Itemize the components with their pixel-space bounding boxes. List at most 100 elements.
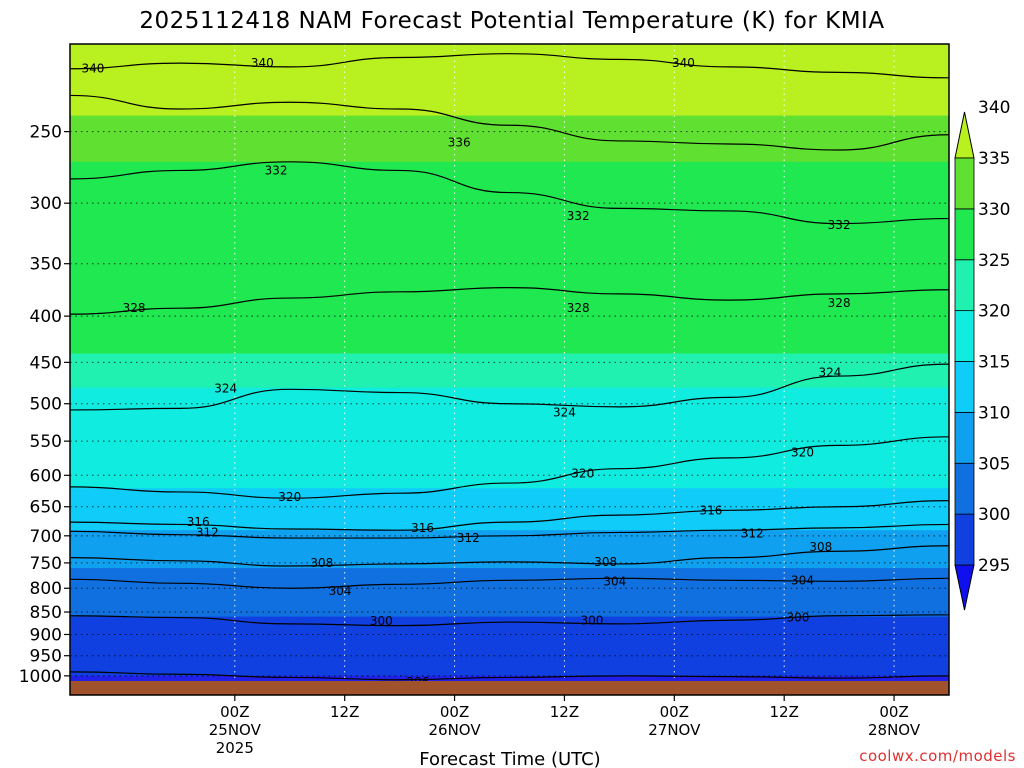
isentrope-lines xyxy=(70,53,949,681)
svg-text:308: 308 xyxy=(310,556,333,570)
chart-title: 2025112418 NAM Forecast Potential Temper… xyxy=(139,8,884,34)
contour-label-25: 304 xyxy=(329,584,352,598)
contour-label-27: 304 xyxy=(791,573,814,587)
contour-labels: 340 340 340 336 332 332 332 328 328 328 324 324 324 3… xyxy=(81,56,850,689)
svg-text:316: 316 xyxy=(187,515,210,529)
contour-label-15: 320 xyxy=(791,445,814,459)
svg-text:332: 332 xyxy=(828,218,851,232)
contour-label-12: 324 xyxy=(819,366,842,380)
x-tick-date-78: 28NOV xyxy=(868,721,921,739)
colorbar-label-305: 305 xyxy=(978,454,1010,474)
contour-label-6: 332 xyxy=(828,218,851,232)
contour-label-21: 312 xyxy=(741,527,764,541)
contour-label-5: 332 xyxy=(567,209,590,223)
svg-text:304: 304 xyxy=(791,573,814,587)
y-tick-label-800: 800 xyxy=(30,579,62,599)
contour-label-1: 340 xyxy=(251,56,274,70)
plot-area: 340 340 340 336 332 332 332 328 328 328 324 324 324 3… xyxy=(70,44,949,695)
y-tick-label-850: 850 xyxy=(30,603,62,623)
contour-label-13: 320 xyxy=(278,490,301,504)
svg-text:324: 324 xyxy=(819,366,842,380)
svg-text:324: 324 xyxy=(214,382,237,396)
fill-band-2 xyxy=(70,161,949,355)
contour-label-10: 324 xyxy=(214,382,237,396)
credit-link[interactable]: coolwx.com/models xyxy=(859,747,1016,765)
ground-surface xyxy=(70,681,949,695)
svg-text:328: 328 xyxy=(123,301,146,315)
contour-label-7: 328 xyxy=(123,301,146,315)
svg-text:324: 324 xyxy=(553,405,576,419)
fill-band-0 xyxy=(70,44,949,117)
fill-band-5 xyxy=(70,488,949,532)
x-tick-label-18: 12Z xyxy=(330,703,359,721)
y-tick-label-250: 250 xyxy=(30,123,62,143)
y-tick-label-600: 600 xyxy=(30,466,62,486)
contour-label-3: 336 xyxy=(448,135,471,149)
contour-label-14: 320 xyxy=(571,466,594,480)
colorbar-label-335: 335 xyxy=(978,149,1010,169)
fill-band-8 xyxy=(70,616,949,677)
colorbar-swatch-310 xyxy=(954,411,975,464)
x-tick-label-66: 12Z xyxy=(770,703,799,721)
colorbar-label-300: 300 xyxy=(978,505,1010,525)
svg-text:340: 340 xyxy=(251,56,274,70)
isentrope-340 xyxy=(70,53,949,79)
isentrope-316 xyxy=(70,500,949,531)
isentrope-296 xyxy=(70,671,949,681)
colorbar-swatch-305 xyxy=(954,462,975,515)
colorbar-label-325: 325 xyxy=(978,251,1010,271)
colorbar-cap-bottom xyxy=(954,564,975,611)
colorbar-label-330: 330 xyxy=(978,200,1010,220)
x-tick-date-6: 25NOV xyxy=(209,721,262,739)
isentrope-324 xyxy=(70,363,949,411)
colorbar-swatch-320 xyxy=(954,310,975,362)
y-tick-label-650: 650 xyxy=(30,498,62,518)
fill-band-1 xyxy=(70,115,949,163)
contour-label-30: 300 xyxy=(786,611,809,625)
svg-text:320: 320 xyxy=(278,490,301,504)
svg-text:312: 312 xyxy=(457,531,480,545)
x-tick-label-6: 00Z xyxy=(220,703,249,721)
y-tick-label-900: 900 xyxy=(30,625,62,645)
svg-text:320: 320 xyxy=(791,445,814,459)
contour-label-4: 332 xyxy=(265,163,288,177)
fill-band-9 xyxy=(70,675,949,685)
y-tick-label-950: 950 xyxy=(30,647,62,667)
isentrope-308 xyxy=(70,545,949,567)
x-tick-date-54: 27NOV xyxy=(648,721,701,739)
svg-text:316: 316 xyxy=(699,503,722,517)
contour-label-9: 328 xyxy=(828,296,851,310)
colorbar-swatch-335 xyxy=(954,157,975,210)
y-tick-label-400: 400 xyxy=(30,307,62,327)
contour-label-19: 312 xyxy=(196,525,219,539)
y-tick-label-1000: 1000 xyxy=(19,667,62,687)
contour-label-23: 308 xyxy=(594,555,617,569)
svg-text:300: 300 xyxy=(786,611,809,625)
svg-text:332: 332 xyxy=(567,209,590,223)
x-tick-date-30: 26NOV xyxy=(429,721,482,739)
x-tick-label-30: 00Z xyxy=(440,703,469,721)
fill-band-7 xyxy=(70,568,949,618)
colorbar-label-340: 340 xyxy=(978,98,1010,118)
svg-text:332: 332 xyxy=(265,163,288,177)
svg-text:328: 328 xyxy=(567,301,590,315)
contour-label-0: 340 xyxy=(81,62,104,76)
y-tick-label-550: 550 xyxy=(30,432,62,452)
contour-label-2: 340 xyxy=(672,56,695,70)
colorbar-label-315: 315 xyxy=(978,353,1010,373)
contour-label-24: 308 xyxy=(809,540,832,554)
colorbar-cap-top xyxy=(954,111,975,159)
x-tick-label-42: 12Z xyxy=(550,703,579,721)
svg-text:300: 300 xyxy=(580,613,603,627)
contour-label-28: 300 xyxy=(370,614,393,628)
svg-text:300: 300 xyxy=(370,614,393,628)
colorbar-swatch-325 xyxy=(954,259,975,312)
svg-text:308: 308 xyxy=(594,555,617,569)
y-tick-label-350: 350 xyxy=(30,255,62,275)
x-tick-label-54: 00Z xyxy=(660,703,689,721)
svg-text:304: 304 xyxy=(603,574,626,588)
isentrope-304 xyxy=(70,577,949,589)
svg-text:340: 340 xyxy=(81,62,104,76)
contour-label-22: 308 xyxy=(310,556,333,570)
